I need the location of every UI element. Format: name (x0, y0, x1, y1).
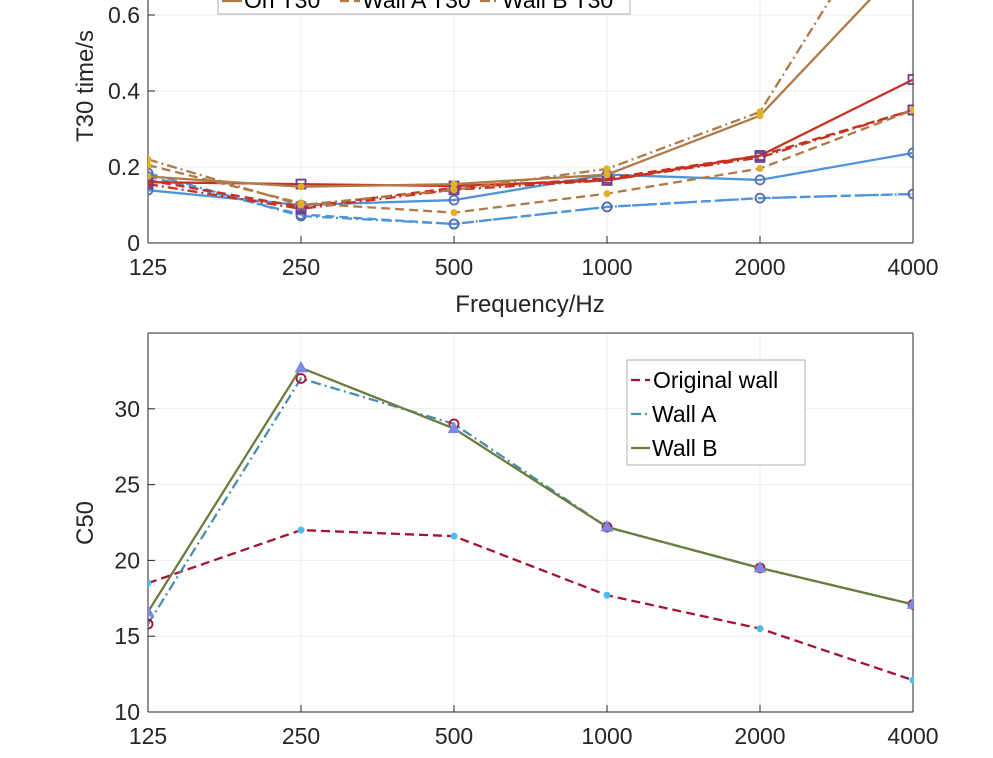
x-tick-label: 125 (129, 254, 167, 280)
data-point (907, 74, 914, 85)
series-line-wall-b (148, 366, 914, 613)
data-point (600, 520, 614, 532)
y-tick-label: 0 (127, 230, 140, 256)
y-tick-label: 30 (114, 396, 140, 422)
series-line-3 (148, 78, 914, 188)
x-tick-label: 500 (435, 723, 473, 749)
y-tick-label: 0.6 (108, 2, 140, 28)
data-point (603, 171, 611, 179)
top-y-axis-label: T30 time/s (72, 30, 99, 142)
legend-label: Wall B T30 (502, 0, 613, 13)
legend-label: Wall A (652, 401, 717, 427)
series-line-5 (148, 108, 914, 210)
data-point (907, 188, 914, 200)
x-tick-label: 500 (435, 254, 473, 280)
plot-area (148, 360, 914, 684)
series-line-2 (148, 171, 914, 226)
t30-chart: 125 250 500 1000 2000 4000 0 0.2 0.4 0.6 Ori T30 Wa… (108, 0, 939, 280)
data-point (754, 174, 766, 186)
data-point (450, 532, 458, 540)
data-point (148, 155, 152, 163)
series-line-wall-a (148, 377, 914, 625)
bottom-y-axis-label: C50 (72, 501, 99, 545)
legend-label: Wall B (652, 435, 718, 461)
data-point (148, 579, 152, 587)
x-tick-label: 4000 (887, 723, 938, 749)
data-point (447, 421, 461, 434)
data-point (148, 173, 152, 180)
legend-box (217, 0, 631, 15)
c50-chart: 125 250 500 1000 2000 4000 10 15 20 25 30 Original … (114, 332, 939, 749)
x-tick-label: 250 (282, 723, 320, 749)
y-tick-label: 0.4 (108, 78, 140, 104)
data-point (297, 526, 305, 534)
data-point (906, 597, 914, 609)
data-point (756, 625, 764, 633)
data-point (909, 676, 914, 684)
top-x-axis-label: Frequency/Hz (455, 291, 604, 318)
data-point (603, 165, 611, 173)
data-point (754, 152, 766, 163)
data-point (448, 218, 460, 230)
series-line-4 (148, 108, 914, 209)
data-point (907, 104, 914, 116)
y-tick-label: 20 (114, 547, 140, 573)
series-line-ori-t30 (148, 0, 872, 188)
data-point (448, 194, 460, 206)
legend-label: Wall A T30 (362, 0, 471, 13)
data-point (148, 167, 154, 179)
y-tick-label: 10 (114, 699, 140, 725)
data-point (148, 184, 154, 196)
plot-area (148, 0, 914, 230)
x-tick-label: 250 (282, 254, 320, 280)
x-tick-label: 2000 (734, 254, 785, 280)
data-point (450, 186, 458, 194)
data-point (907, 147, 914, 159)
data-point (753, 560, 767, 573)
bottom-legend: Original wall Wall A Wall B (626, 359, 806, 466)
data-point (297, 183, 305, 191)
data-point (148, 604, 155, 617)
top-legend: Ori T30 Wall A T30 Wall B T30 (217, 0, 631, 15)
series-line-original-wall (148, 528, 914, 682)
data-point (450, 209, 458, 217)
y-tick-label: 0.2 (108, 154, 140, 180)
data-point (148, 178, 154, 190)
data-point (294, 360, 308, 373)
x-tick-label: 1000 (581, 723, 632, 749)
x-tick-label: 1000 (581, 254, 632, 280)
legend-label: Ori T30 (244, 0, 320, 13)
y-tick-label: 25 (114, 472, 140, 498)
data-point (297, 201, 305, 209)
series-line-wall-a-t30 (148, 108, 914, 214)
series-line-1 (148, 175, 914, 226)
data-point (754, 192, 766, 204)
data-point (450, 180, 458, 188)
x-tick-label: 125 (129, 723, 167, 749)
legend-label: Original wall (653, 367, 778, 393)
data-point (756, 108, 764, 116)
x-tick-label: 2000 (734, 723, 785, 749)
y-tick-label: 15 (114, 623, 140, 649)
data-point (148, 161, 152, 169)
x-tick-label: 4000 (887, 254, 938, 280)
data-point (295, 373, 307, 384)
data-point (601, 201, 613, 213)
data-point (603, 591, 611, 599)
data-point (603, 190, 611, 198)
data-point (756, 165, 764, 173)
legend-box (626, 359, 806, 466)
data-point (148, 618, 154, 630)
data-point (909, 106, 914, 114)
